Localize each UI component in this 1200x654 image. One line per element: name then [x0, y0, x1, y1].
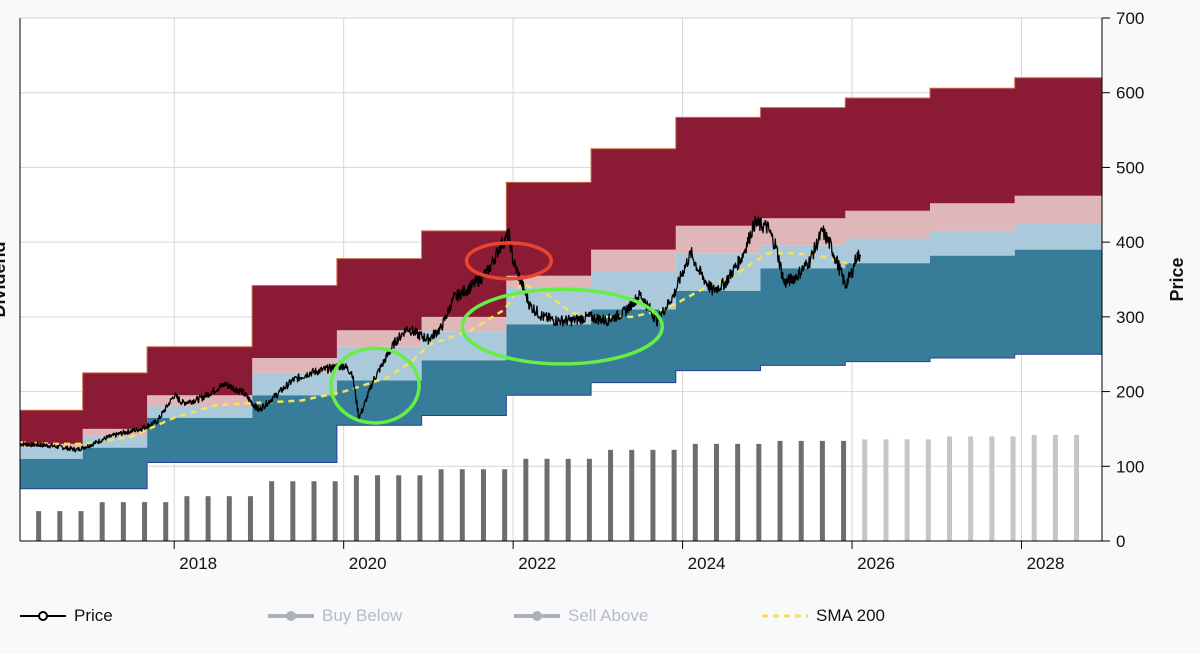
sell-zone-band: [20, 195, 1102, 448]
y-tick-label: 600: [1116, 84, 1144, 103]
dividend-bar: [353, 475, 359, 541]
x-tick-label: 2022: [518, 554, 556, 573]
left-axis-label: Dividend: [0, 241, 9, 317]
dividend-bar: [523, 458, 529, 541]
dividend-bar-projected: [968, 436, 974, 541]
dividend-bar: [777, 440, 783, 541]
dividend-bar-projected: [1052, 434, 1058, 541]
legend-item-sell-above[interactable]: Sell Above: [514, 596, 648, 636]
dividend-bar: [480, 469, 486, 541]
dividend-bar: [713, 443, 719, 541]
valuation-bands: [20, 77, 1102, 490]
dividend-bar: [608, 449, 614, 541]
band-bottom-edge: [20, 353, 1102, 490]
dividend-bar: [735, 443, 741, 541]
dividend-bar: [269, 481, 275, 541]
chart-svg: 0 100 200 300 400 500 600 700 2018 2020 2022 2024 20…: [0, 9, 1187, 573]
buy-below-marker-icon: [268, 611, 314, 621]
red-highlight-ellipse: [464, 241, 554, 281]
dividend-bar: [459, 469, 465, 541]
x-tick-label: 2026: [857, 554, 895, 573]
legend-label: SMA 200: [816, 606, 885, 625]
dividend-bar: [205, 496, 211, 541]
overvalued-band: [20, 77, 1102, 444]
dividend-bars: [36, 434, 1080, 541]
y-tick-label: 100: [1116, 457, 1144, 476]
right-axis-label: Price: [1167, 257, 1187, 301]
dividend-bar: [417, 475, 423, 541]
price-line: [19, 215, 862, 453]
dividend-bar: [120, 502, 126, 541]
dividend-bar: [629, 449, 635, 541]
dividend-bar: [692, 443, 698, 541]
legend-item-price[interactable]: Price: [20, 596, 113, 636]
dividend-bar-projected: [883, 439, 889, 541]
dividend-bar: [565, 458, 571, 541]
green-highlight-ellipse: [329, 346, 421, 425]
dividend-bar: [841, 440, 847, 541]
dividend-bar: [163, 502, 169, 541]
x-tick-label: 2028: [1027, 554, 1065, 573]
dividend-bar: [650, 449, 656, 541]
x-tick-label: 2024: [688, 554, 726, 573]
dividend-bar: [586, 458, 592, 541]
price-marker-icon: [20, 611, 66, 621]
legend-item-buy-below[interactable]: Buy Below: [268, 596, 402, 636]
dividend-bar: [671, 449, 677, 541]
dividend-bar-projected: [925, 439, 931, 541]
highlight-annotations: [329, 241, 665, 425]
dividend-bar: [290, 481, 296, 541]
sell-above-marker-icon: [514, 611, 560, 621]
x-tick-label: 2018: [179, 554, 217, 573]
y-tick-label: 400: [1116, 233, 1144, 252]
dividend-bar-projected: [1074, 434, 1080, 541]
dividend-bar: [438, 469, 444, 541]
dividend-bar: [819, 440, 825, 541]
dividend-bar: [226, 496, 232, 541]
green-highlight-ellipse: [460, 287, 665, 366]
x-tick-label: 2020: [349, 554, 387, 573]
dividend-bar: [99, 502, 105, 541]
dividend-bar-projected: [1031, 434, 1037, 541]
y-tick-label: 300: [1116, 308, 1144, 327]
undervalued-band: [20, 249, 1102, 489]
legend-label: Sell Above: [568, 606, 649, 625]
fair-value-band: [20, 223, 1102, 459]
y-tick-label: 500: [1116, 158, 1144, 177]
band-top-edge: [20, 77, 1102, 411]
dividend-bar: [78, 511, 84, 541]
dividend-bar: [798, 440, 804, 541]
y-tick-label: 200: [1116, 383, 1144, 402]
dividend-bar: [184, 496, 190, 541]
dividend-bar: [375, 475, 381, 541]
dividend-bar: [396, 475, 402, 541]
y-tick-label: 700: [1116, 9, 1144, 28]
dividend-bar-projected: [989, 436, 995, 541]
dividend-bar: [502, 469, 508, 541]
dividend-bar: [142, 502, 148, 541]
dividend-bar: [544, 458, 550, 541]
legend-label: Buy Below: [322, 606, 403, 625]
y-tick-label: 0: [1116, 532, 1125, 551]
legend: Price Buy Below Sell Above SMA 200: [0, 596, 1200, 636]
dividend-bar: [332, 481, 338, 541]
sma-dash-icon: [762, 614, 808, 618]
dividend-bar-projected: [1010, 436, 1016, 541]
dividend-bar-projected: [946, 436, 952, 541]
dividend-bar: [247, 496, 253, 541]
dividend-bar: [311, 481, 317, 541]
dividend-bar: [57, 511, 63, 541]
dividend-bar-projected: [862, 439, 868, 541]
legend-item-sma-200[interactable]: SMA 200: [762, 596, 885, 636]
dividend-bar-projected: [904, 439, 910, 541]
dividend-bar: [36, 511, 42, 541]
dividend-bar: [756, 443, 762, 541]
legend-label: Price: [74, 606, 113, 625]
